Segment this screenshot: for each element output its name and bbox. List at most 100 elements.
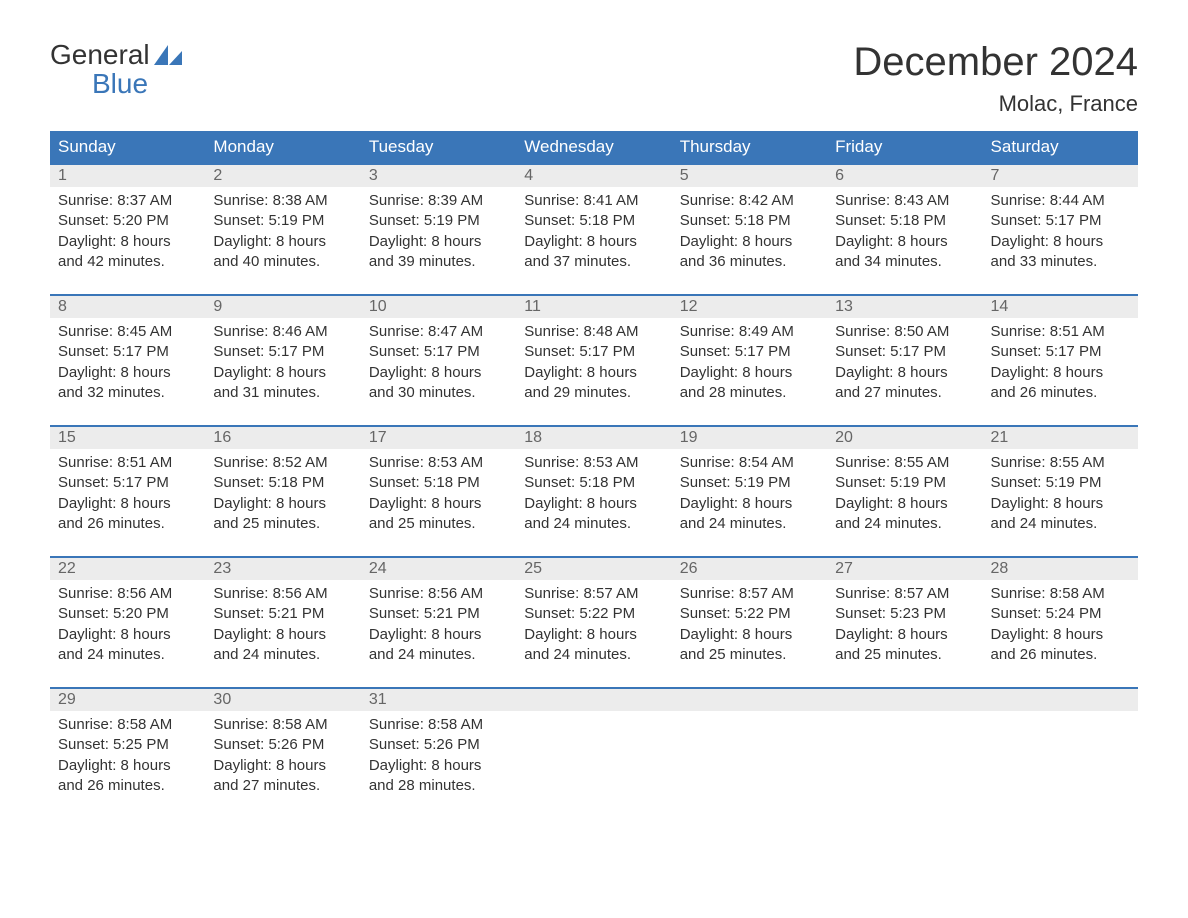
- calendar-day-cell: 29Sunrise: 8:58 AMSunset: 5:25 PMDayligh…: [50, 688, 205, 818]
- calendar-day-cell: 2Sunrise: 8:38 AMSunset: 5:19 PMDaylight…: [205, 164, 360, 295]
- sunset-line: Sunset: 5:21 PM: [213, 604, 352, 624]
- day-number: 19: [672, 427, 827, 449]
- daylight-value: 8 hours and 29 minutes.: [524, 364, 637, 401]
- day-details: Sunrise: 8:45 AMSunset: 5:17 PMDaylight:…: [50, 318, 205, 425]
- day-number-empty: [672, 689, 827, 711]
- sunset-value: 5:21 PM: [268, 605, 324, 622]
- sunrise-line: Sunrise: 8:55 AM: [991, 453, 1130, 473]
- location-label: Molac, France: [853, 91, 1138, 117]
- sunset-value: 5:17 PM: [424, 343, 480, 360]
- sunset-line: Sunset: 5:25 PM: [58, 735, 197, 755]
- daylight-value: 8 hours and 25 minutes.: [835, 626, 948, 663]
- daylight-value: 8 hours and 26 minutes.: [58, 757, 171, 794]
- month-title: December 2024: [853, 40, 1138, 85]
- daylight-value: 8 hours and 25 minutes.: [213, 495, 326, 532]
- daylight-value: 8 hours and 25 minutes.: [369, 495, 482, 532]
- sunset-line: Sunset: 5:20 PM: [58, 604, 197, 624]
- sunrise-line: Sunrise: 8:43 AM: [835, 191, 974, 211]
- sunset-line: Sunset: 5:22 PM: [680, 604, 819, 624]
- daylight-line: Daylight: 8 hours and 33 minutes.: [991, 232, 1130, 273]
- daylight-value: 8 hours and 27 minutes.: [835, 364, 948, 401]
- sunrise-line: Sunrise: 8:48 AM: [524, 322, 663, 342]
- day-details: Sunrise: 8:57 AMSunset: 5:22 PMDaylight:…: [672, 580, 827, 687]
- sunrise-line: Sunrise: 8:57 AM: [835, 584, 974, 604]
- calendar-day-cell: 10Sunrise: 8:47 AMSunset: 5:17 PMDayligh…: [361, 295, 516, 426]
- sunrise-line: Sunrise: 8:45 AM: [58, 322, 197, 342]
- calendar-day-cell: 11Sunrise: 8:48 AMSunset: 5:17 PMDayligh…: [516, 295, 671, 426]
- calendar-day-cell: 25Sunrise: 8:57 AMSunset: 5:22 PMDayligh…: [516, 557, 671, 688]
- day-number: 25: [516, 558, 671, 580]
- sunrise-value: 8:44 AM: [1050, 192, 1105, 209]
- sunset-value: 5:18 PM: [268, 474, 324, 491]
- day-number-empty: [516, 689, 671, 711]
- sunset-line: Sunset: 5:23 PM: [835, 604, 974, 624]
- day-number: 10: [361, 296, 516, 318]
- sunrise-value: 8:42 AM: [739, 192, 794, 209]
- sunset-value: 5:20 PM: [113, 605, 169, 622]
- daylight-line: Daylight: 8 hours and 24 minutes.: [524, 494, 663, 535]
- calendar-week-row: 1Sunrise: 8:37 AMSunset: 5:20 PMDaylight…: [50, 164, 1138, 295]
- daylight-line: Daylight: 8 hours and 25 minutes.: [213, 494, 352, 535]
- sunset-line: Sunset: 5:22 PM: [524, 604, 663, 624]
- sunset-line: Sunset: 5:17 PM: [680, 342, 819, 362]
- sunset-line: Sunset: 5:18 PM: [369, 473, 508, 493]
- sunrise-line: Sunrise: 8:56 AM: [369, 584, 508, 604]
- calendar-day-cell: 7Sunrise: 8:44 AMSunset: 5:17 PMDaylight…: [983, 164, 1138, 295]
- calendar-day-cell: 12Sunrise: 8:49 AMSunset: 5:17 PMDayligh…: [672, 295, 827, 426]
- daylight-value: 8 hours and 34 minutes.: [835, 233, 948, 270]
- day-details: Sunrise: 8:47 AMSunset: 5:17 PMDaylight:…: [361, 318, 516, 425]
- sunrise-value: 8:45 AM: [117, 323, 172, 340]
- sunrise-line: Sunrise: 8:37 AM: [58, 191, 197, 211]
- day-details: Sunrise: 8:53 AMSunset: 5:18 PMDaylight:…: [361, 449, 516, 556]
- day-number: 29: [50, 689, 205, 711]
- daylight-line: Daylight: 8 hours and 30 minutes.: [369, 363, 508, 404]
- sunset-value: 5:22 PM: [579, 605, 635, 622]
- calendar-day-cell: 21Sunrise: 8:55 AMSunset: 5:19 PMDayligh…: [983, 426, 1138, 557]
- daylight-value: 8 hours and 26 minutes.: [991, 626, 1104, 663]
- sunrise-value: 8:38 AM: [273, 192, 328, 209]
- sunrise-line: Sunrise: 8:39 AM: [369, 191, 508, 211]
- sunset-line: Sunset: 5:19 PM: [991, 473, 1130, 493]
- title-block: December 2024 Molac, France: [853, 40, 1138, 117]
- calendar-day-cell: 23Sunrise: 8:56 AMSunset: 5:21 PMDayligh…: [205, 557, 360, 688]
- day-details: Sunrise: 8:52 AMSunset: 5:18 PMDaylight:…: [205, 449, 360, 556]
- sunrise-value: 8:54 AM: [739, 454, 794, 471]
- sunset-value: 5:21 PM: [424, 605, 480, 622]
- sunrise-value: 8:53 AM: [428, 454, 483, 471]
- daylight-value: 8 hours and 26 minutes.: [991, 364, 1104, 401]
- sunset-value: 5:19 PM: [268, 212, 324, 229]
- daylight-line: Daylight: 8 hours and 40 minutes.: [213, 232, 352, 273]
- sunset-line: Sunset: 5:19 PM: [369, 211, 508, 231]
- daylight-value: 8 hours and 33 minutes.: [991, 233, 1104, 270]
- sunrise-value: 8:57 AM: [894, 585, 949, 602]
- sunrise-value: 8:48 AM: [583, 323, 638, 340]
- day-number-empty: [983, 689, 1138, 711]
- sunrise-line: Sunrise: 8:52 AM: [213, 453, 352, 473]
- sunset-value: 5:23 PM: [890, 605, 946, 622]
- daylight-line: Daylight: 8 hours and 36 minutes.: [680, 232, 819, 273]
- day-number: 13: [827, 296, 982, 318]
- daylight-value: 8 hours and 24 minutes.: [835, 495, 948, 532]
- day-number: 24: [361, 558, 516, 580]
- logo: General Blue: [50, 40, 182, 99]
- daylight-value: 8 hours and 28 minutes.: [680, 364, 793, 401]
- sunrise-line: Sunrise: 8:41 AM: [524, 191, 663, 211]
- daylight-line: Daylight: 8 hours and 26 minutes.: [991, 363, 1130, 404]
- sunrise-line: Sunrise: 8:58 AM: [369, 715, 508, 735]
- sunrise-line: Sunrise: 8:46 AM: [213, 322, 352, 342]
- calendar-day-cell: 20Sunrise: 8:55 AMSunset: 5:19 PMDayligh…: [827, 426, 982, 557]
- daylight-line: Daylight: 8 hours and 25 minutes.: [680, 625, 819, 666]
- sunset-value: 5:19 PM: [735, 474, 791, 491]
- day-details: Sunrise: 8:41 AMSunset: 5:18 PMDaylight:…: [516, 187, 671, 294]
- sunset-line: Sunset: 5:24 PM: [991, 604, 1130, 624]
- day-number: 28: [983, 558, 1138, 580]
- daylight-value: 8 hours and 31 minutes.: [213, 364, 326, 401]
- sunset-value: 5:24 PM: [1046, 605, 1102, 622]
- sunrise-line: Sunrise: 8:50 AM: [835, 322, 974, 342]
- sunset-value: 5:18 PM: [890, 212, 946, 229]
- sunrise-value: 8:52 AM: [273, 454, 328, 471]
- calendar-day-cell: 16Sunrise: 8:52 AMSunset: 5:18 PMDayligh…: [205, 426, 360, 557]
- sunset-line: Sunset: 5:19 PM: [835, 473, 974, 493]
- sunset-value: 5:17 PM: [113, 474, 169, 491]
- sunset-value: 5:26 PM: [268, 736, 324, 753]
